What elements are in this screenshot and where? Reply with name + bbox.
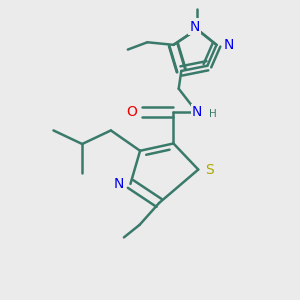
Text: H: H (209, 109, 217, 119)
Text: S: S (205, 163, 214, 177)
Text: N: N (189, 20, 200, 34)
Text: O: O (127, 105, 137, 119)
Text: N: N (192, 105, 202, 119)
Text: N: N (113, 177, 124, 191)
Text: N: N (224, 38, 234, 52)
